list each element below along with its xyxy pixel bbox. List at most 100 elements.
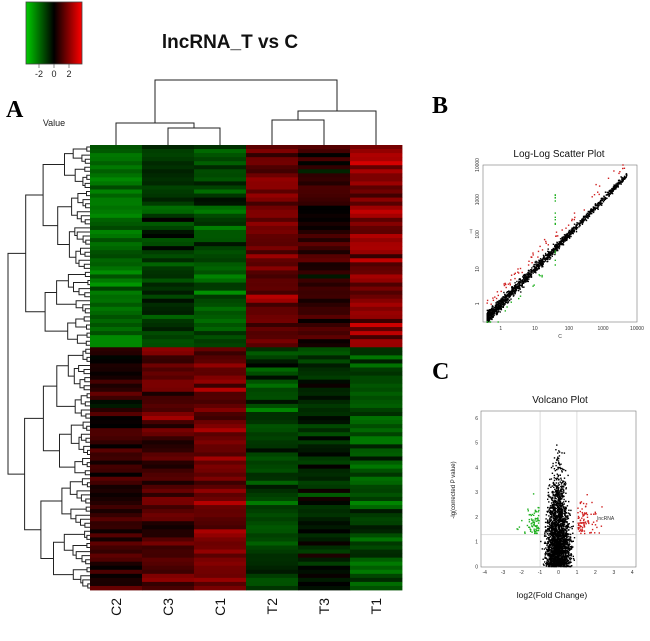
volcano-point <box>554 520 556 523</box>
heatmap-cell <box>194 351 247 356</box>
volcano-point <box>564 558 566 560</box>
heatmap-cell <box>90 501 143 506</box>
volcano-point <box>558 564 561 567</box>
heatmap-cell <box>246 561 299 567</box>
heatmap-cell <box>142 424 195 429</box>
volcano-point <box>565 560 568 562</box>
heatmap-cell <box>142 383 195 389</box>
scatter-point <box>544 258 547 260</box>
heatmap-cell <box>298 432 351 437</box>
heatmap-cell <box>246 456 299 461</box>
volcano-point <box>552 560 554 562</box>
volcano-point <box>561 529 564 531</box>
scatter-point <box>487 318 489 320</box>
dendrogram-branch <box>154 79 338 123</box>
volcano-point <box>556 505 558 507</box>
scatter-point-down <box>519 295 522 297</box>
volcano-point <box>553 525 556 527</box>
heatmap-cell <box>350 577 403 583</box>
scatter-point-up <box>607 177 610 179</box>
scatter-point-up <box>537 256 539 258</box>
scatter-point <box>501 301 504 303</box>
scatter-point <box>501 302 503 304</box>
volcano-point <box>545 518 547 520</box>
volcano-point <box>553 484 555 486</box>
scatter-point <box>499 302 501 304</box>
scatter-point-up <box>555 231 558 233</box>
heatmap-cell <box>142 428 195 433</box>
volcano-point <box>545 563 547 565</box>
scatter-point <box>491 312 493 314</box>
scatter-point <box>591 210 594 213</box>
volcano-point <box>571 546 573 549</box>
volcano-x-tick: -4 <box>482 570 487 576</box>
volcano-point <box>562 555 565 557</box>
heatmap-cell <box>246 460 299 465</box>
volcano-point <box>562 565 564 568</box>
volcano-point <box>562 558 564 560</box>
volcano-point <box>549 555 551 558</box>
heatmap-cell <box>246 501 299 506</box>
heatmap-cell <box>90 525 143 530</box>
scatter-x-label: C <box>558 334 562 340</box>
volcano-point <box>557 533 560 535</box>
scatter-point <box>486 312 489 314</box>
scatter-point-up <box>573 218 575 221</box>
volcano-point <box>555 477 557 480</box>
heatmap-cell <box>246 468 299 474</box>
heatmap-cell <box>246 157 299 162</box>
volcano-point <box>566 546 568 548</box>
heatmap-cell <box>298 581 351 587</box>
scatter-point <box>620 183 622 185</box>
volcano-point-down <box>516 528 518 530</box>
volcano-point-down <box>529 513 531 516</box>
heatmap-cell <box>142 399 195 405</box>
volcano-point <box>559 464 561 466</box>
volcano-point-up <box>596 520 598 522</box>
volcano-point-up <box>579 525 582 527</box>
scatter-point <box>505 301 507 304</box>
scatter-point <box>490 311 492 313</box>
volcano-point <box>557 488 560 490</box>
volcano-point <box>559 501 562 504</box>
volcano-point <box>565 526 567 528</box>
scatter-point <box>560 244 562 246</box>
volcano-point <box>568 546 570 549</box>
scatter-point-down <box>510 301 512 303</box>
scatter-point <box>502 302 505 305</box>
scatter-point <box>571 230 573 232</box>
heatmap-cell <box>90 306 143 312</box>
heatmap-cell <box>90 557 143 563</box>
volcano-point-down <box>537 529 539 532</box>
heatmap-cell <box>90 314 143 320</box>
heatmap-cell <box>350 464 403 470</box>
volcano-point <box>556 536 558 539</box>
volcano-point <box>568 545 570 547</box>
color-key-tick: 0 <box>51 69 56 79</box>
volcano-point <box>549 539 551 541</box>
heatmap-cell <box>194 541 247 546</box>
volcano-point-up <box>577 527 579 529</box>
scatter-point <box>552 248 554 250</box>
volcano-point-up <box>580 530 582 532</box>
volcano-point <box>554 469 556 472</box>
scatter-point <box>534 269 536 271</box>
volcano-point <box>548 552 550 555</box>
scatter-point-up <box>503 283 505 285</box>
dendrogram-branch <box>85 203 90 209</box>
heatmap-cell <box>246 565 299 571</box>
volcano-point <box>566 517 568 519</box>
heatmap-cell <box>298 468 351 474</box>
scatter-point <box>564 235 566 237</box>
volcano-point <box>553 491 555 493</box>
heatmap-cell <box>298 383 351 389</box>
heatmap-cell <box>246 217 299 223</box>
heatmap-cell <box>194 347 247 352</box>
volcano-point <box>557 545 559 547</box>
heatmap-cell <box>142 448 195 453</box>
volcano-point <box>543 564 545 566</box>
volcano-point <box>554 537 556 540</box>
volcano-point <box>554 502 556 504</box>
volcano-point <box>566 521 568 523</box>
dendrogram-branch <box>85 348 90 354</box>
